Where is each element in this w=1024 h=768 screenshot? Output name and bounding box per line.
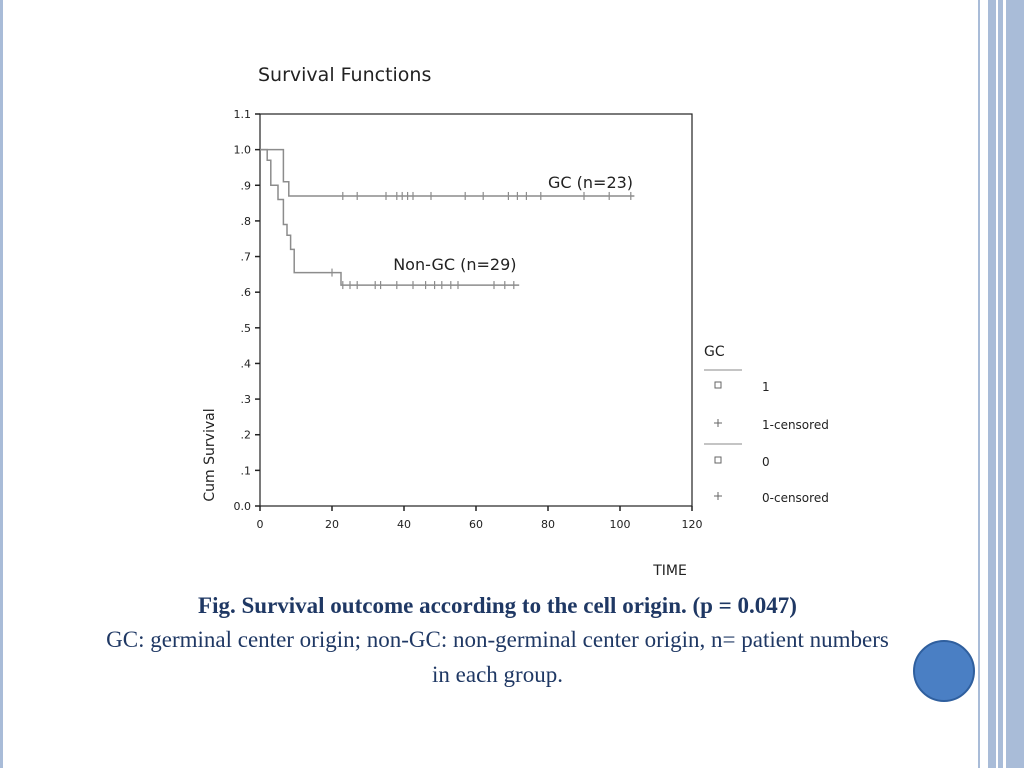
y-tick-label: .2	[241, 429, 252, 442]
series-label-non-gc: Non-GC (n=29)	[393, 255, 516, 274]
series-line	[260, 148, 635, 197]
y-tick-label: .6	[241, 286, 252, 299]
y-tick-label: .4	[241, 357, 252, 370]
decorative-stripe	[998, 0, 1003, 768]
legend-label: 1-censored	[762, 418, 829, 432]
y-axis-label: Cum Survival	[202, 408, 218, 501]
y-tick-label: .8	[241, 215, 252, 228]
survival-chart: 0.0 .1 .2 .3 .4 .5 .6 .7 .8 .9 1.0 1.1 0 20 40 60 80 100 1…	[202, 108, 829, 579]
decorative-stripe	[988, 0, 996, 768]
legend-label: 1	[762, 380, 770, 394]
y-tick-label: .1	[241, 464, 252, 477]
x-axis-label: TIME	[652, 563, 687, 579]
legend-label: 0-censored	[762, 491, 829, 505]
figure-caption: Fig. Survival outcome according to the c…	[100, 590, 895, 692]
legend-marker-square	[714, 381, 722, 389]
x-tick-label: 40	[397, 518, 411, 531]
caption-title: Fig. Survival outcome according to the c…	[198, 593, 797, 618]
y-tick-label: .7	[241, 251, 252, 264]
decorative-stripe	[1006, 0, 1024, 768]
x-tick-label: 20	[325, 518, 339, 531]
chart-title: Survival Functions	[258, 64, 432, 86]
x-tick-label: 100	[610, 518, 631, 531]
caption-description: GC: germinal center origin; non-GC: non-…	[106, 627, 889, 687]
legend-title: GC	[704, 344, 725, 360]
x-tick-label: 120	[682, 518, 703, 531]
legend-marker-square	[714, 456, 722, 464]
y-tick-label: 1.1	[234, 108, 252, 121]
y-tick-label: 1.0	[234, 144, 252, 157]
y-tick-label: .5	[241, 322, 252, 335]
slide-left-border	[0, 0, 3, 768]
bullet-circle	[913, 640, 975, 702]
decorative-stripe	[978, 0, 986, 768]
x-tick-label: 60	[469, 518, 483, 531]
y-tick-label: .9	[241, 179, 252, 192]
x-tick-label: 80	[541, 518, 555, 531]
legend-label: 0	[762, 455, 770, 469]
series-line	[260, 148, 520, 286]
x-tick-label: 0	[257, 518, 264, 531]
series-label-gc: GC (n=23)	[548, 173, 633, 192]
y-tick-label: 0.0	[234, 500, 252, 513]
y-tick-label: .3	[241, 393, 252, 406]
